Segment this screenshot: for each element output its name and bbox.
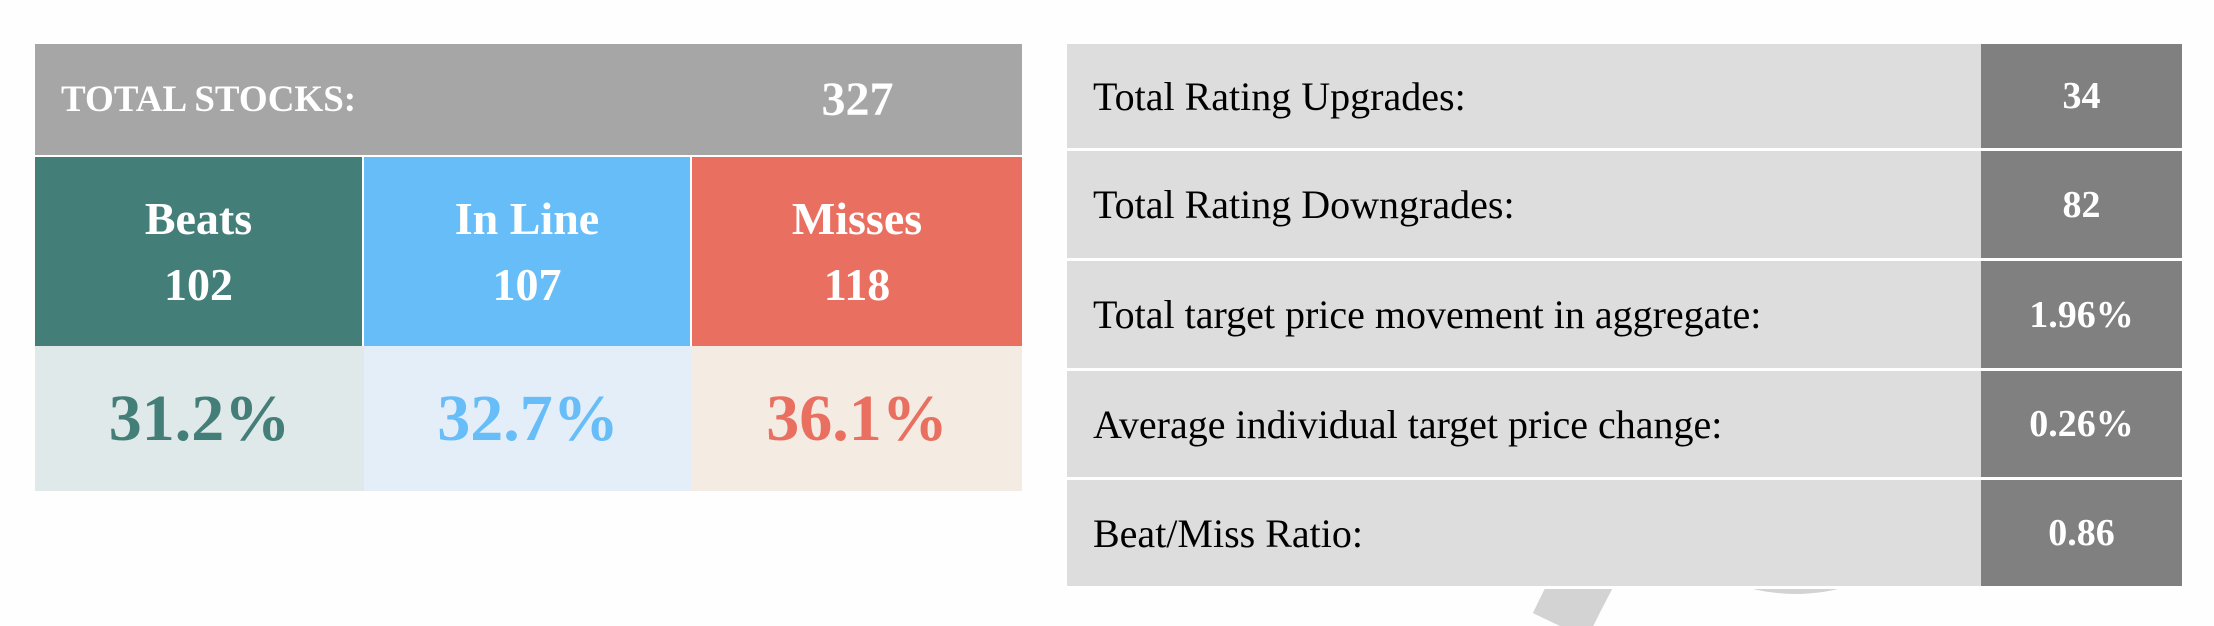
row-value: 0.86	[1981, 480, 2182, 589]
header-label: TOTAL STOCKS:	[35, 44, 693, 155]
row-label: Total target price movement in aggregate…	[1067, 261, 1981, 371]
row-value: 82	[1981, 151, 2182, 261]
row-value: 34	[1981, 44, 2182, 151]
column-name: Misses	[791, 192, 923, 244]
beats-percent: 31.2%	[35, 346, 364, 491]
row-label: Total Rating Downgrades:	[1067, 151, 1981, 261]
misses-percent: 36.1%	[692, 346, 1022, 491]
column-count: 107	[492, 258, 562, 310]
inline-cell: In Line 107	[364, 155, 692, 346]
column-count: 118	[823, 258, 891, 310]
inline-percent: 32.7%	[364, 346, 692, 491]
row-label: Beat/Miss Ratio:	[1067, 480, 1981, 589]
row-value: 0.26%	[1981, 371, 2182, 480]
beats-cell: Beats 102	[35, 155, 364, 346]
column-count: 102	[164, 258, 233, 310]
column-name: Beats	[144, 192, 253, 244]
header-value: 327	[693, 44, 1022, 155]
row-value: 1.96%	[1981, 261, 2182, 371]
column-name: In Line	[454, 192, 600, 244]
row-label: Average individual target price change:	[1067, 371, 1981, 480]
misses-cell: Misses 118	[692, 155, 1022, 346]
row-label: Total Rating Upgrades:	[1067, 44, 1981, 151]
